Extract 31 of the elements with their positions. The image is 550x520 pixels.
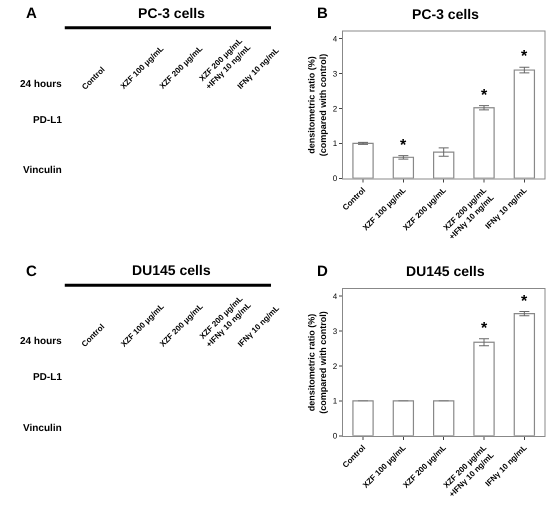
text: PD-L1 xyxy=(33,372,62,383)
y-tick-label: 2 xyxy=(332,362,338,371)
text: PC-3 cells xyxy=(138,5,206,21)
y-tick-label: 0 xyxy=(332,432,338,441)
annotation: * xyxy=(400,137,407,154)
annotation: * xyxy=(521,293,528,310)
y-tick-label: 4 xyxy=(332,34,338,44)
text: Vinculin xyxy=(23,423,62,434)
y-tick-label: 1 xyxy=(332,139,338,148)
y-tick-label: 3 xyxy=(332,69,338,78)
chart-title: DU145 cells xyxy=(406,263,485,279)
annotation: * xyxy=(521,48,528,65)
y-axis-title: densitometric ratio (%) (compared with control) xyxy=(306,311,328,414)
y-axis-title: densitometric ratio (%) (compared with control) xyxy=(306,54,328,156)
text: PD-L1 xyxy=(33,115,62,126)
y-tick-label: 4 xyxy=(332,292,338,301)
text: 24 hours xyxy=(20,79,62,90)
annotation: * xyxy=(481,87,488,104)
text: C xyxy=(26,263,37,280)
text: D xyxy=(317,263,328,280)
y-tick-label: 0 xyxy=(332,174,338,184)
text: B xyxy=(317,5,328,22)
text: A xyxy=(26,5,37,22)
text: Vinculin xyxy=(23,165,62,176)
text: DU145 cells xyxy=(132,262,211,278)
y-tick-label: 3 xyxy=(332,326,338,336)
text: 24 hours xyxy=(20,336,62,347)
y-tick-label: 1 xyxy=(332,396,338,406)
annotation: * xyxy=(481,320,488,337)
y-tick-label: 2 xyxy=(332,104,338,114)
chart-title: PC-3 cells xyxy=(412,6,480,22)
